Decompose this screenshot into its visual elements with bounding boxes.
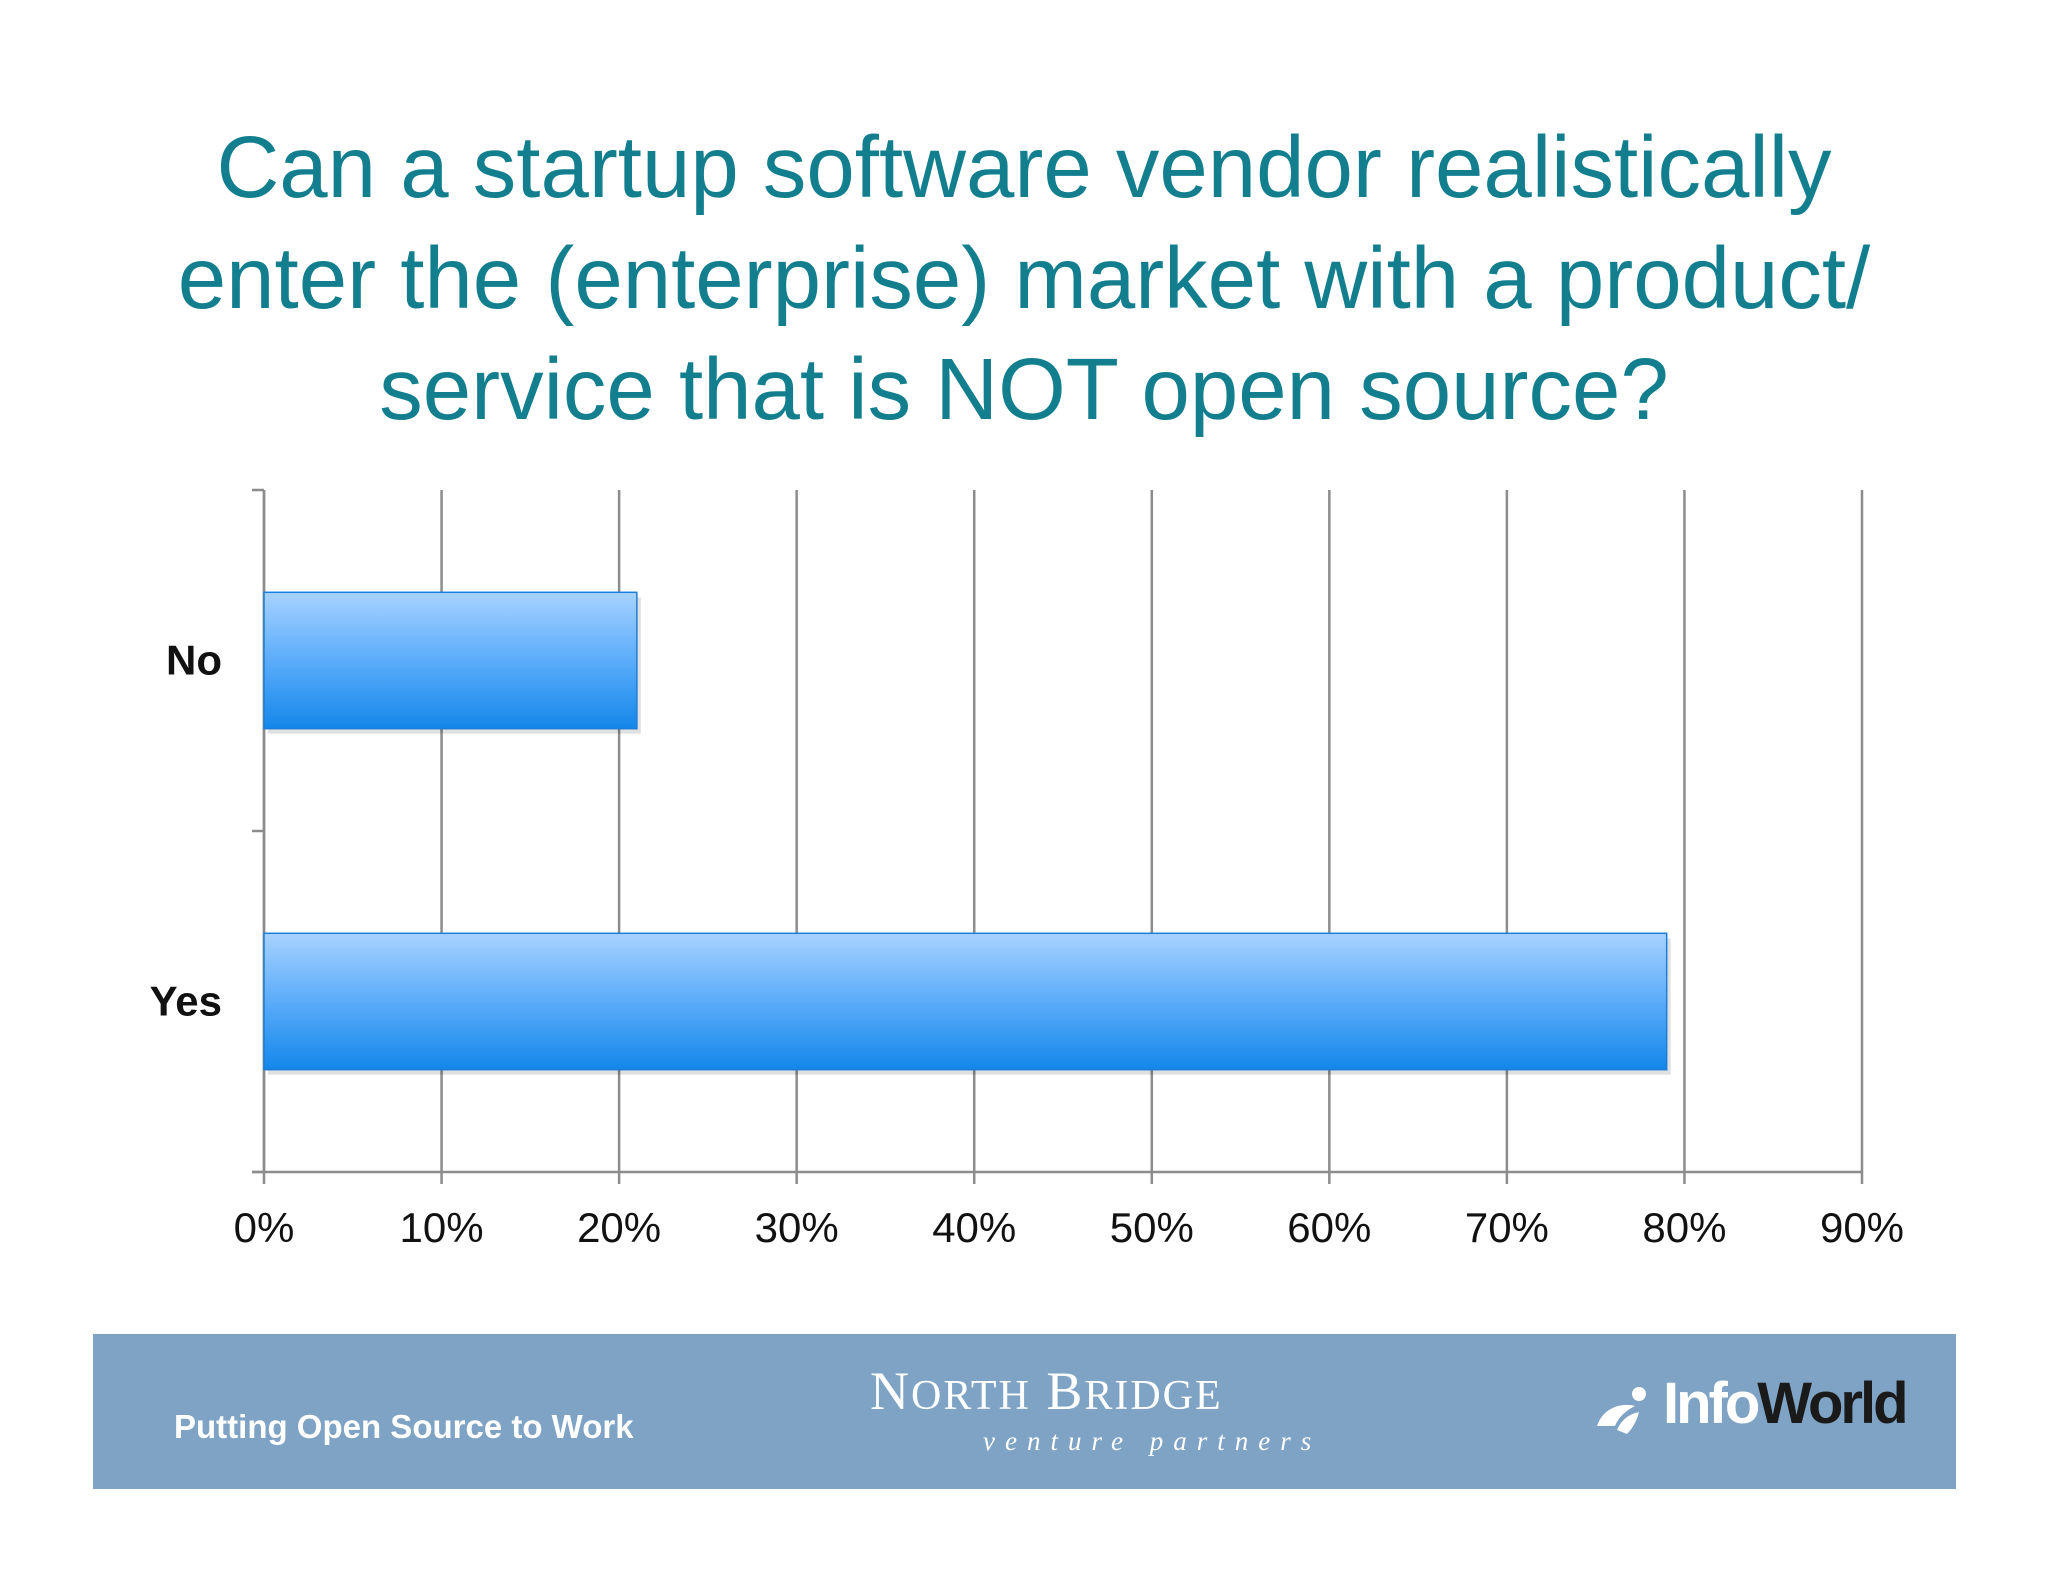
title-line-2: enter the (enterprise) market with a pro… [177, 230, 1871, 327]
bar-yes [263, 932, 1668, 1071]
infoworld-info: Info [1663, 1371, 1760, 1436]
x-tick-label: 70% [1465, 1204, 1549, 1251]
x-tick-label: 80% [1642, 1204, 1726, 1251]
logo-initial-n: N [870, 1361, 911, 1421]
y-category-label: Yes [150, 978, 222, 1025]
x-tick-label: 0% [234, 1204, 295, 1251]
x-tick-label: 10% [400, 1204, 484, 1251]
x-tick-label: 90% [1820, 1204, 1904, 1251]
infoworld-world: World [1757, 1371, 1908, 1436]
x-tick-label: 30% [755, 1204, 839, 1251]
infoworld-mark-icon [1597, 1387, 1646, 1434]
x-tick-label: 20% [577, 1204, 661, 1251]
y-category-label: No [166, 637, 222, 684]
north-bridge-logo: NORTH BRIDGE [870, 1360, 1223, 1422]
x-tick-label: 60% [1287, 1204, 1371, 1251]
logo-rest-ridge: RIDGE [1084, 1373, 1223, 1419]
north-bridge-subtitle: venture partners [983, 1426, 1322, 1456]
x-tick-label: 50% [1110, 1204, 1194, 1251]
bar-no [263, 591, 638, 730]
logo-rest-orth: ORTH [911, 1373, 1031, 1419]
title-line-3: service that is NOT open source? [379, 341, 1669, 438]
title-line-1: Can a startup software vendor realistica… [216, 119, 1832, 216]
footer-band: Putting Open Source to Work NORTH BRIDGE… [93, 1334, 1956, 1489]
footer-tagline: Putting Open Source to Work [174, 1408, 634, 1445]
x-tick-label: 40% [932, 1204, 1016, 1251]
logo-initial-b: B [1046, 1361, 1085, 1421]
page-title: Can a startup software vendor realistica… [60, 112, 1988, 445]
